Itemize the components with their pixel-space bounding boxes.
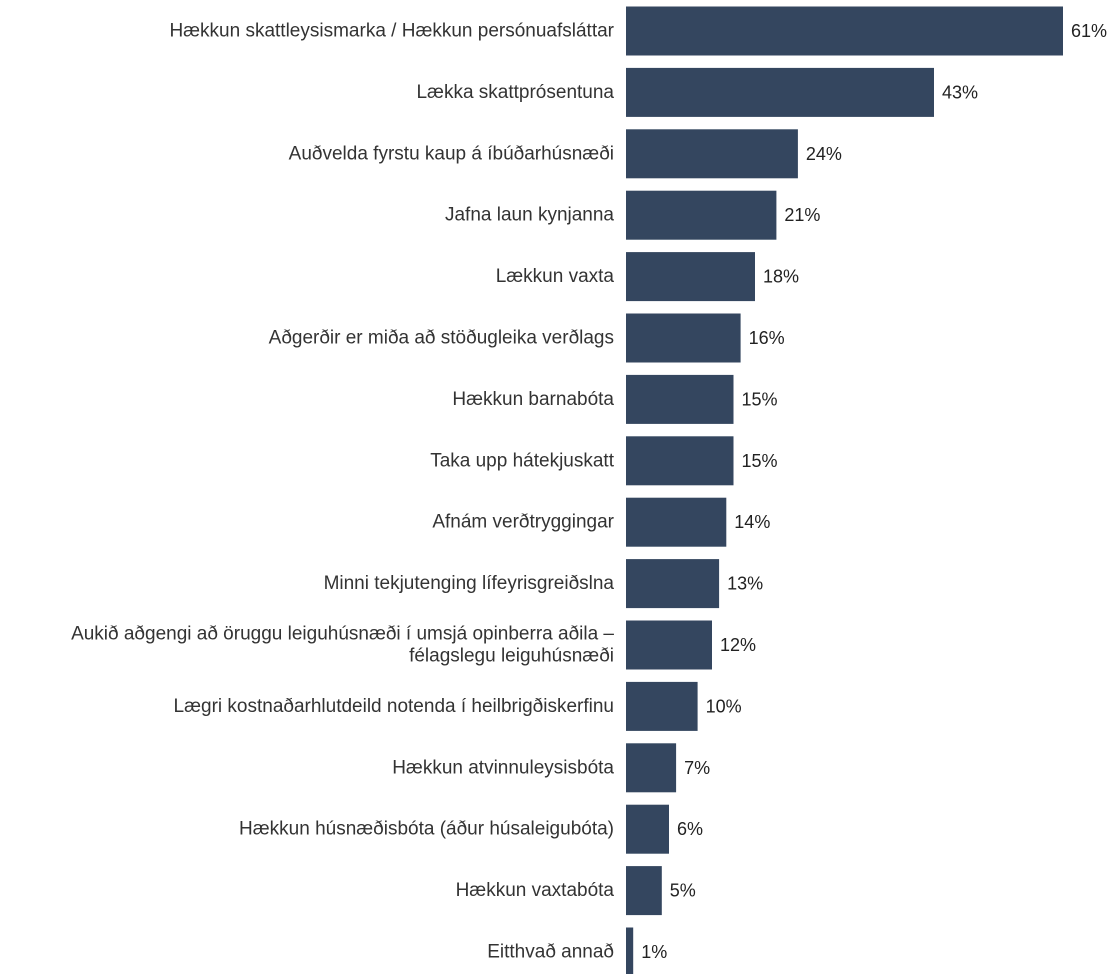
category-label-line: Hækkun barnabóta <box>452 389 614 410</box>
bar-8 <box>626 436 734 486</box>
category-label-8: Taka upp hátekjuskatt <box>430 450 615 471</box>
bar-1 <box>626 6 1063 56</box>
category-label-line: Hækkun vaxtabóta <box>456 880 615 901</box>
bar-9 <box>626 497 727 547</box>
bar-6 <box>626 313 741 363</box>
value-label-4: 21% <box>784 205 820 225</box>
category-label-7: Hækkun barnabóta <box>452 389 614 410</box>
category-label-line: Jafna laun kynjanna <box>445 205 614 226</box>
value-labels: 61% 43% 24% 21% 18% 16% 15% 15% 14% 13% 12% 10% 7% 6%… <box>641 21 1107 962</box>
value-label-7: 15% <box>742 389 778 409</box>
value-label-10: 13% <box>727 574 763 594</box>
category-label-line: Minni tekjutenging lífeyrisgreiðslna <box>324 573 615 594</box>
category-label-line: Hækkun atvinnuleysisbóta <box>392 757 614 778</box>
value-label-14: 6% <box>677 819 703 839</box>
category-label-line: Eitthvað annað <box>487 942 614 963</box>
category-label-6: Aðgerðir er miða að stöðugleika verðlags <box>269 328 614 349</box>
bar-16 <box>626 927 634 974</box>
category-label-11: Aukið aðgengi að öruggu leiguhúsnæði í u… <box>71 624 614 667</box>
bar-15 <box>626 866 662 916</box>
value-label-8: 15% <box>742 451 778 471</box>
category-label-3: Auðvelda fyrstu kaup á íbúðarhúsnæði <box>289 143 614 164</box>
category-label-line: Taka upp hátekjuskatt <box>430 450 615 471</box>
bar-7 <box>626 374 734 424</box>
value-label-2: 43% <box>942 82 978 102</box>
value-label-15: 5% <box>670 881 696 901</box>
value-label-3: 24% <box>806 144 842 164</box>
value-label-1: 61% <box>1071 21 1107 41</box>
bar-12 <box>626 681 698 731</box>
category-label-5: Lækkun vaxta <box>496 266 615 287</box>
value-label-12: 10% <box>706 696 742 716</box>
value-label-9: 14% <box>734 512 770 532</box>
category-label-14: Hækkun húsnæðisbóta (áður húsaleigubóta) <box>239 819 614 840</box>
category-label-line: Lægri kostnaðarhlutdeild notenda í heilb… <box>174 696 614 717</box>
bar-13 <box>626 743 677 793</box>
category-label-line: Aukið aðgengi að öruggu leiguhúsnæði í u… <box>71 624 614 645</box>
value-label-5: 18% <box>763 267 799 287</box>
value-label-13: 7% <box>684 758 710 778</box>
category-label-line: Hækkun húsnæðisbóta (áður húsaleigubóta) <box>239 819 614 840</box>
bars-layer <box>626 6 1063 974</box>
bar-11 <box>626 620 712 670</box>
value-label-11: 12% <box>720 635 756 655</box>
bar-3 <box>626 129 798 179</box>
bar-4 <box>626 190 777 240</box>
category-label-line: Auðvelda fyrstu kaup á íbúðarhúsnæði <box>289 143 614 164</box>
category-label-line: Afnám verðtryggingar <box>432 512 614 533</box>
category-label-9: Afnám verðtryggingar <box>432 512 614 533</box>
category-label-line: félagslegu leiguhúsnæði <box>409 646 614 667</box>
bar-5 <box>626 252 755 302</box>
category-label-line: Lækkun vaxta <box>496 266 615 287</box>
category-label-line: Aðgerðir er miða að stöðugleika verðlags <box>269 328 614 349</box>
category-label-line: Hækkun skattleysismarka / Hækkun persónu… <box>169 21 614 42</box>
category-label-16: Eitthvað annað <box>487 942 614 963</box>
category-label-line: Lækka skattprósentuna <box>416 82 614 103</box>
value-label-16: 1% <box>641 942 667 962</box>
category-label-10: Minni tekjutenging lífeyrisgreiðslna <box>324 573 615 594</box>
category-label-2: Lækka skattprósentuna <box>416 82 614 103</box>
category-label-15: Hækkun vaxtabóta <box>456 880 615 901</box>
bar-14 <box>626 804 669 854</box>
category-label-1: Hækkun skattleysismarka / Hækkun persónu… <box>169 21 614 42</box>
category-label-13: Hækkun atvinnuleysisbóta <box>392 757 614 778</box>
bar-10 <box>626 559 720 609</box>
category-label-4: Jafna laun kynjanna <box>445 205 614 226</box>
category-labels: Hækkun skattleysismarka / Hækkun persónu… <box>71 21 615 963</box>
value-label-6: 16% <box>749 328 785 348</box>
category-label-12: Lægri kostnaðarhlutdeild notenda í heilb… <box>174 696 614 717</box>
bar-2 <box>626 67 934 117</box>
